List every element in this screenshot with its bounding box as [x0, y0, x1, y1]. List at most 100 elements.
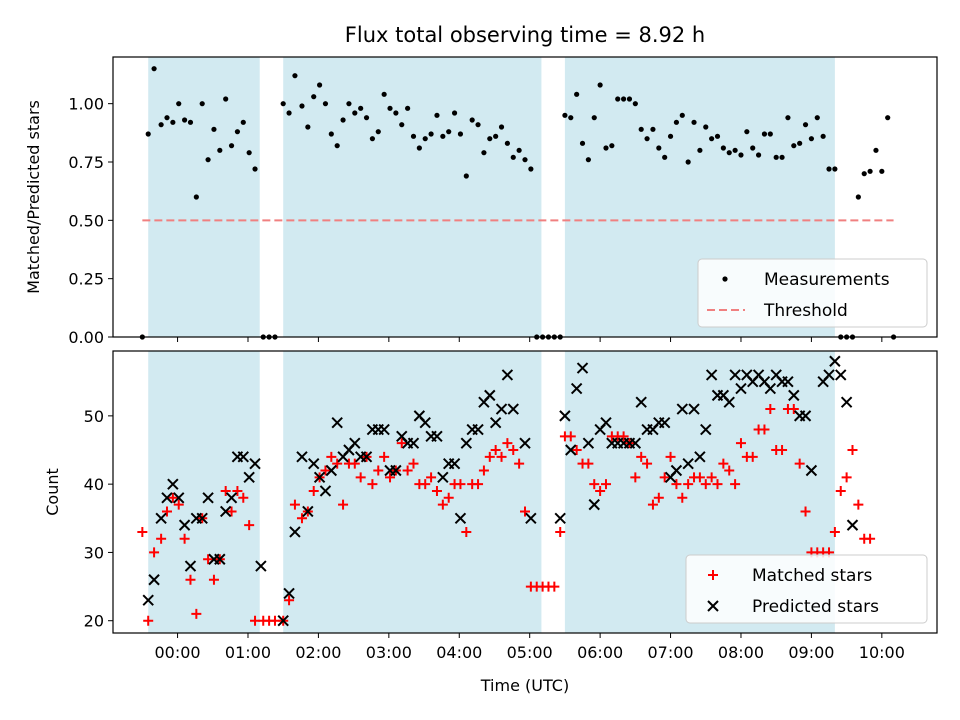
measurement-point — [463, 173, 469, 179]
predicted-star-point — [629, 437, 642, 449]
predicted-star-point — [658, 416, 671, 429]
matched-star-point — [747, 451, 758, 462]
predicted-star-point — [495, 403, 508, 415]
predicted-star-point — [184, 560, 197, 572]
measurement-point — [632, 101, 638, 107]
predicted-star-point — [600, 416, 612, 429]
measurement-point — [475, 122, 481, 128]
matched-star-point — [149, 547, 160, 558]
ratio-y-tick-label: 0.00 — [68, 328, 104, 347]
measurement-point — [346, 101, 352, 107]
measurement-point — [732, 147, 738, 153]
measurement-point — [252, 166, 258, 172]
matched-star-point — [191, 608, 202, 619]
measurement-point — [709, 136, 715, 142]
matched-star-point — [514, 458, 525, 469]
measurement-point — [744, 129, 750, 135]
measurement-point — [691, 119, 697, 125]
measurement-point — [170, 119, 176, 125]
measurement-point — [562, 112, 568, 118]
x-tick-label: 03:00 — [366, 643, 412, 662]
measurement-point — [773, 154, 779, 160]
measurement-point — [393, 110, 399, 116]
matched-star-point — [647, 499, 658, 510]
matched-star-point — [173, 499, 184, 510]
matched-star-point — [847, 445, 858, 456]
count-y-tick-label: 20 — [84, 612, 104, 631]
predicted-star-point — [148, 574, 160, 586]
matched-star-point — [794, 458, 805, 469]
matched-star-point — [308, 485, 319, 496]
measurement-point — [428, 131, 434, 137]
matched-star-point — [179, 533, 190, 544]
measurement-point — [791, 143, 797, 149]
measurement-point — [867, 168, 873, 174]
measurement-point — [662, 154, 668, 160]
measurement-point — [498, 124, 505, 130]
measurement-point — [446, 129, 452, 135]
predicted-star-point — [723, 396, 735, 408]
predicted-star-point — [565, 444, 577, 456]
measurement-point — [358, 105, 364, 111]
predicted-star-point — [507, 403, 519, 415]
predicted-star-point — [588, 498, 600, 511]
predicted-star-point — [243, 471, 255, 484]
predicted-star-point — [161, 492, 173, 504]
measurement-point — [487, 136, 493, 142]
matched-star-point — [642, 458, 653, 469]
measurement-point — [205, 157, 211, 163]
legend-label: Measurements — [764, 270, 890, 290]
matched-star-point — [735, 438, 746, 449]
measurement-point — [410, 133, 417, 139]
matched-star-point — [332, 458, 343, 469]
predicted-star-point — [407, 437, 420, 449]
matched-star-point — [379, 451, 390, 462]
measurement-point — [703, 124, 709, 130]
measurement-point — [322, 101, 329, 107]
measurement-point — [158, 122, 164, 128]
x-tick-label: 10:00 — [859, 643, 905, 662]
count-observing-window — [283, 351, 542, 633]
predicted-star-point — [805, 464, 818, 477]
ratio-y-tick-label: 1.00 — [68, 95, 104, 114]
measurement-point — [667, 133, 674, 139]
matched-star-point — [437, 499, 448, 510]
measurement-point — [726, 150, 732, 156]
ratio-y-tick-label: 0.75 — [68, 153, 104, 172]
predicted-star-point — [142, 594, 154, 606]
matched-star-point — [490, 445, 501, 456]
measurement-point — [504, 140, 510, 146]
matched-star-point — [455, 479, 466, 490]
matched-star-point — [373, 465, 384, 476]
predicted-star-point — [378, 423, 390, 436]
measurement-point — [720, 145, 726, 151]
predicted-star-point — [167, 478, 179, 490]
measurement-point — [299, 103, 305, 109]
matched-star-point — [659, 472, 670, 483]
matched-star-point — [508, 445, 519, 456]
measurement-point — [522, 157, 528, 163]
count-y-tick-label: 30 — [84, 543, 104, 562]
predicted-star-point — [729, 369, 741, 381]
matched-star-point — [320, 465, 331, 476]
matched-star-point — [355, 472, 366, 483]
ratio-legend: Measurements Threshold — [697, 258, 928, 328]
legend-box — [697, 258, 928, 328]
ratio-axes-frame — [112, 56, 938, 338]
predicted-star-point — [349, 437, 361, 449]
predicted-star-point — [173, 492, 185, 504]
measurement-point — [469, 117, 475, 123]
predicted-star-point — [735, 382, 747, 395]
matched-star-point — [595, 485, 606, 496]
matched-star-point — [759, 424, 770, 435]
legend-box — [685, 554, 928, 624]
predicted-star-point — [788, 389, 800, 402]
measurement-point — [591, 115, 597, 121]
measurement-point — [176, 101, 182, 107]
measurement-point — [761, 131, 768, 137]
measurement-point — [597, 82, 603, 88]
measurement-point — [516, 147, 522, 153]
measurement-point — [199, 101, 205, 107]
matched-star-point — [520, 506, 530, 517]
predicted-star-point — [835, 369, 847, 381]
